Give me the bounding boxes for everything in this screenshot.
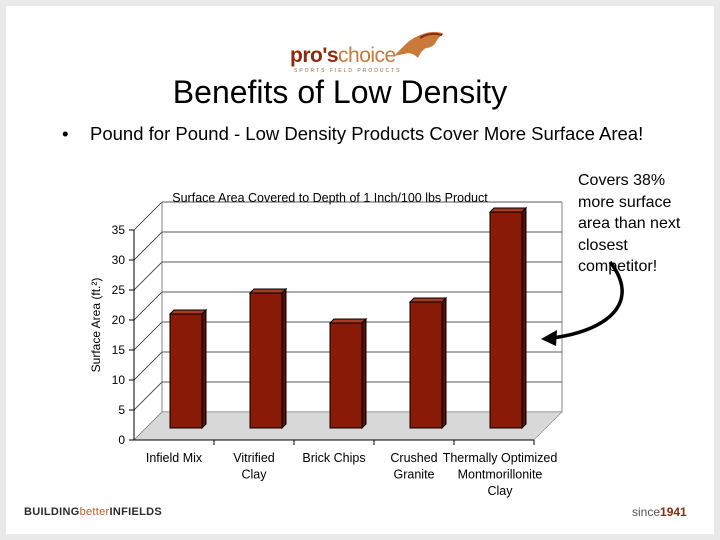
- logo-choice-text: choice: [338, 44, 396, 67]
- bar-top: [408, 297, 448, 303]
- callout-text: Covers 38% more surface area than next c…: [578, 172, 681, 275]
- callout-arrow: [541, 260, 624, 346]
- footer-since: since: [632, 505, 661, 519]
- y-tick-label: 35: [112, 223, 126, 237]
- footer-year: 1941: [660, 505, 687, 519]
- x-tick-label: Thermally Optimized Montmorillonite Clay: [443, 451, 558, 498]
- y-tick-label: 5: [118, 403, 125, 417]
- bar-side: [201, 308, 207, 430]
- chart-title: Surface Area Covered to Depth of 1 Inch/…: [172, 191, 488, 205]
- bar: [489, 211, 523, 429]
- y-tick-label: 20: [112, 313, 126, 327]
- bullet-dot: •: [62, 123, 69, 144]
- x-tick-label: Brick Chips: [302, 451, 365, 465]
- pros-choice-logo: pro'schoice SPORTS FIELD PRODUCTS: [290, 30, 450, 74]
- bullet-point: • Pound for Pound - Low Density Products…: [62, 122, 662, 146]
- bar-side: [441, 296, 447, 430]
- y-tick-label: 10: [112, 373, 126, 387]
- bar-side: [361, 317, 367, 430]
- bar-top: [168, 309, 208, 315]
- since-1941-logo: since1941: [632, 505, 687, 519]
- x-tick-label: Crushed Granite: [390, 451, 437, 482]
- y-tick-label: 30: [112, 253, 126, 267]
- bar: [249, 292, 283, 429]
- bar: [169, 313, 203, 429]
- bar-top: [248, 288, 288, 294]
- bar-side: [281, 287, 287, 430]
- logo-tagline: SPORTS FIELD PRODUCTS: [294, 68, 402, 74]
- horse-logo-icon: [394, 31, 444, 58]
- bar-side: [521, 206, 527, 430]
- footer-building: BUILDING: [24, 506, 80, 518]
- building-better-infields-logo: BUILDINGbetterINFIELDS: [24, 506, 162, 518]
- bar: [409, 301, 443, 429]
- x-tick-label: Vitrified Clay: [233, 451, 275, 482]
- bar-top: [328, 318, 368, 324]
- bullet-text: Pound for Pound - Low Density Products C…: [90, 123, 644, 144]
- footer-better: better: [79, 506, 110, 518]
- x-tick-label: Infield Mix: [146, 451, 203, 465]
- y-tick-label: 25: [112, 283, 126, 297]
- bar: [329, 322, 363, 429]
- y-tick-label: 15: [112, 343, 126, 357]
- footer-infields: INFIELDS: [109, 506, 163, 518]
- y-axis-label: Surface Area (ft.²): [89, 278, 103, 373]
- logo-pros-text: pro's: [290, 44, 339, 67]
- bar-top: [488, 207, 528, 213]
- slide-title: Benefits of Low Density: [172, 74, 508, 110]
- y-tick-label: 0: [118, 433, 125, 447]
